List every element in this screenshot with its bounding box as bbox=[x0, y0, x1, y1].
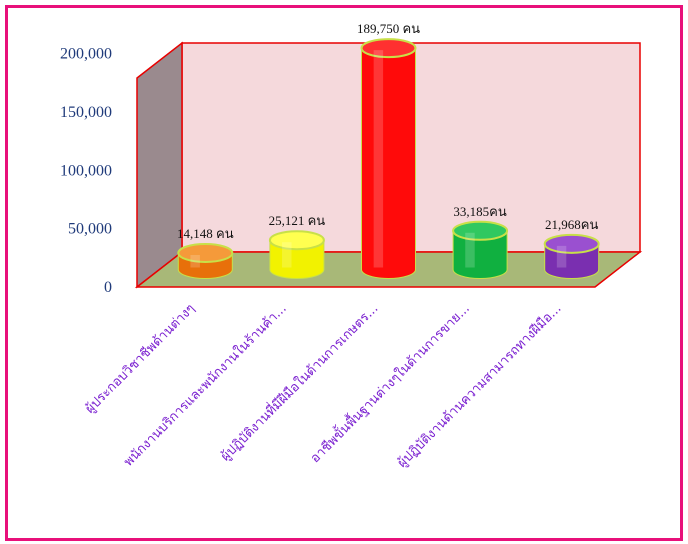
bar bbox=[360, 38, 417, 279]
y-axis: 0 50,000 100,000 150,000 200,000 bbox=[60, 46, 112, 296]
y-tick-label: 50,000 bbox=[68, 221, 112, 238]
x-tick-label: ผู้ปฏิบัติงานที่มีฝีมือในด้านการเกษตร... bbox=[217, 300, 382, 465]
data-labels: 14,148 คน 25,121 คน 189,750 คน 33,185คน 21,9… bbox=[177, 21, 598, 241]
x-axis: ผู้ประกอบวิชาชีพด้านต่างๆพนักงานบริการแล… bbox=[82, 299, 565, 471]
data-label: 189,750 คน bbox=[357, 21, 420, 36]
bar-body bbox=[269, 239, 325, 279]
bar-top bbox=[268, 230, 325, 251]
bar bbox=[268, 230, 325, 279]
bar-highlight bbox=[465, 232, 475, 268]
x-tick-label: พนักงานบริการและพนักงานในร้านค้า... bbox=[121, 301, 290, 470]
bar-top bbox=[177, 242, 234, 263]
side-wall bbox=[136, 41, 183, 289]
bars bbox=[177, 38, 600, 279]
x-tick-label: ผู้ปฏิบัติงานด้านความสามารถทางฝีมือ... bbox=[394, 301, 564, 471]
bar-highlight bbox=[556, 245, 567, 268]
bar-highlight bbox=[190, 254, 200, 268]
bar-body bbox=[361, 47, 416, 279]
bar bbox=[452, 220, 509, 279]
data-label: 33,185คน bbox=[453, 204, 506, 219]
y-tick-label: 0 bbox=[104, 279, 112, 296]
bar-top bbox=[452, 220, 509, 241]
bar-top bbox=[360, 38, 417, 59]
y-tick-label: 100,000 bbox=[60, 162, 112, 179]
bar-highlight bbox=[373, 50, 384, 268]
bar-top bbox=[543, 233, 600, 254]
bar bbox=[543, 233, 600, 279]
data-label: 14,148 คน bbox=[177, 226, 234, 241]
bar-body bbox=[452, 230, 508, 279]
x-tick-label: อาชีพขั้นพื้นฐานต่างๆในด้านการขาย... bbox=[306, 299, 473, 466]
data-label: 25,121 คน bbox=[269, 213, 326, 228]
data-label: 21,968คน bbox=[545, 217, 598, 232]
y-tick-label: 150,000 bbox=[60, 104, 112, 121]
bar bbox=[177, 242, 234, 279]
y-tick-label: 200,000 bbox=[60, 46, 112, 63]
bar-highlight bbox=[282, 242, 292, 268]
